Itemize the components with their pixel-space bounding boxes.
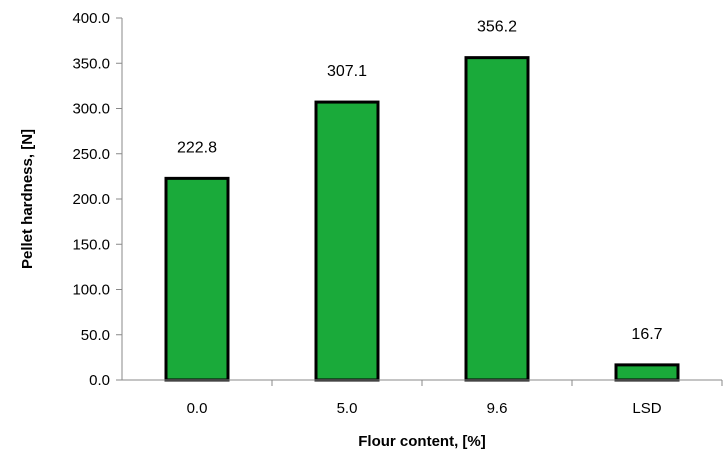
data-labels: 222.8 307.1 356.2 16.7 <box>177 19 663 343</box>
x-tick-label: 0.0 <box>187 400 208 417</box>
y-tick-label: 150.0 <box>72 236 110 253</box>
x-axis-title: Flour content, [%] <box>358 433 486 450</box>
y-axis-ticks: 0.0 50.0 100.0 150.0 200.0 250.0 300.0 350.0 400… <box>72 10 122 389</box>
x-tick-label: 5.0 <box>337 400 358 417</box>
x-axis-tick-labels: 0.0 5.0 9.6 LSD <box>187 380 723 417</box>
bars <box>164 56 680 382</box>
bar <box>464 56 530 382</box>
y-tick-label: 0.0 <box>89 372 110 389</box>
y-axis-title: Pellet hardness, [N] <box>19 129 36 269</box>
y-tick-label: 350.0 <box>72 55 110 72</box>
x-tick-label: LSD <box>632 400 661 417</box>
y-tick-label: 100.0 <box>72 282 110 299</box>
y-tick-label: 400.0 <box>72 10 110 27</box>
x-tick-label: 9.6 <box>487 400 508 417</box>
data-label: 356.2 <box>477 19 517 36</box>
bar <box>314 100 380 382</box>
bar <box>614 363 680 382</box>
y-tick-label: 200.0 <box>72 191 110 208</box>
data-label: 16.7 <box>631 326 662 343</box>
data-label: 307.1 <box>327 63 367 80</box>
data-label: 222.8 <box>177 139 217 156</box>
y-tick-label: 250.0 <box>72 146 110 163</box>
y-tick-label: 50.0 <box>81 327 110 344</box>
bar <box>164 176 230 382</box>
y-tick-label: 300.0 <box>72 101 110 118</box>
